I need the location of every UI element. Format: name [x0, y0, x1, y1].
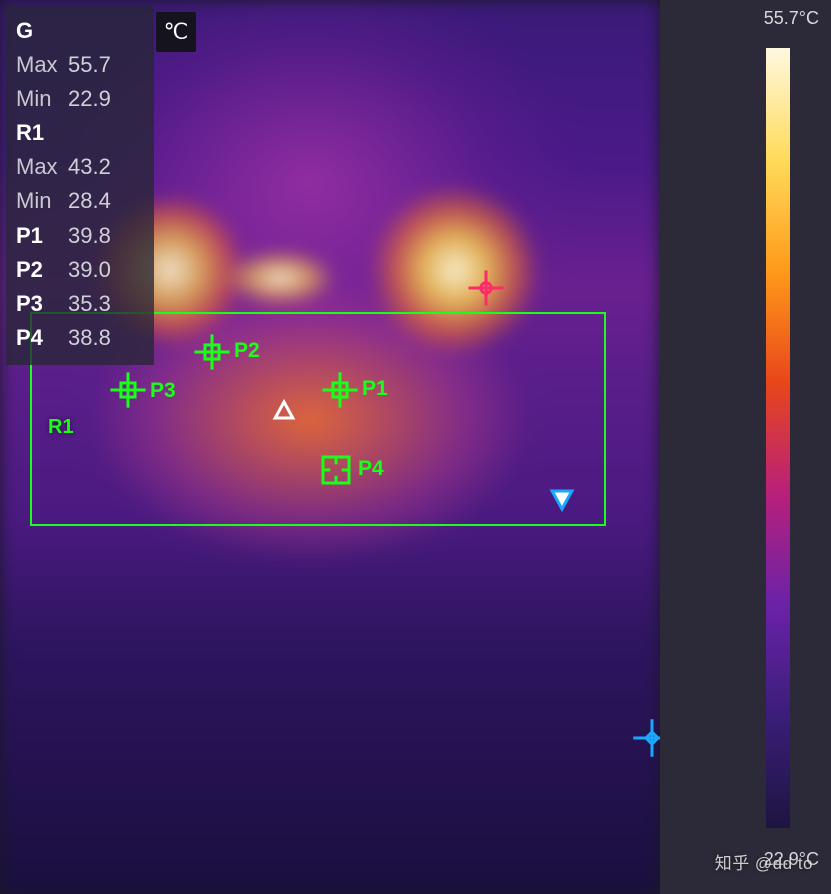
measurement-row: Min 28.4 [16, 184, 144, 218]
measurement-label: Max [16, 48, 58, 82]
measurement-row: G [16, 14, 144, 48]
measurement-label: Max [16, 150, 58, 184]
color-gradient-bar [766, 48, 790, 828]
global-cold-marker [633, 719, 660, 757]
measurement-row: P1 39.8 [16, 219, 144, 253]
measurement-value: 22.9 [68, 82, 111, 116]
measurement-row: P4 38.8 [16, 321, 144, 355]
measurement-label: P1 [16, 219, 58, 253]
measurement-panel: GMax55.7Min22.9R1Max43.2Min28.4P139.8P23… [6, 6, 154, 365]
measurement-label: P3 [16, 287, 58, 321]
measurement-label: Min [16, 184, 58, 218]
global-hot-marker [469, 271, 504, 306]
measurement-value: 39.8 [68, 219, 111, 253]
measurement-row: Min 22.9 [16, 82, 144, 116]
scale-max-label: 55.7°C [764, 8, 819, 29]
measurement-label: P2 [16, 253, 58, 287]
measurement-row: P3 35.3 [16, 287, 144, 321]
measurement-label: P4 [16, 321, 58, 355]
measurement-row: R1 [16, 116, 144, 150]
measurement-value: 39.0 [68, 253, 111, 287]
watermark-text: 知乎 @dd to [715, 849, 813, 874]
measurement-value: 35.3 [68, 287, 111, 321]
measurement-label: R1 [16, 116, 58, 150]
thermal-image-view: P1P2P3P4 GMax55.7Min22.9R1Max43.2Min28.4… [0, 0, 660, 894]
measurement-value: 55.7 [68, 48, 111, 82]
measurement-row: P2 39.0 [16, 253, 144, 287]
color-scale-sidebar: 55.7°C 22.9°C [660, 0, 831, 894]
measurement-row: Max 55.7 [16, 48, 144, 82]
measurement-value: 43.2 [68, 150, 111, 184]
measurement-value: 38.8 [68, 321, 111, 355]
measurement-value: 28.4 [68, 184, 111, 218]
unit-badge: ℃ [156, 12, 196, 52]
measurement-label: G [16, 14, 58, 48]
roi-r1-label: R1 [48, 416, 74, 439]
measurement-label: Min [16, 82, 58, 116]
measurement-row: Max 43.2 [16, 150, 144, 184]
